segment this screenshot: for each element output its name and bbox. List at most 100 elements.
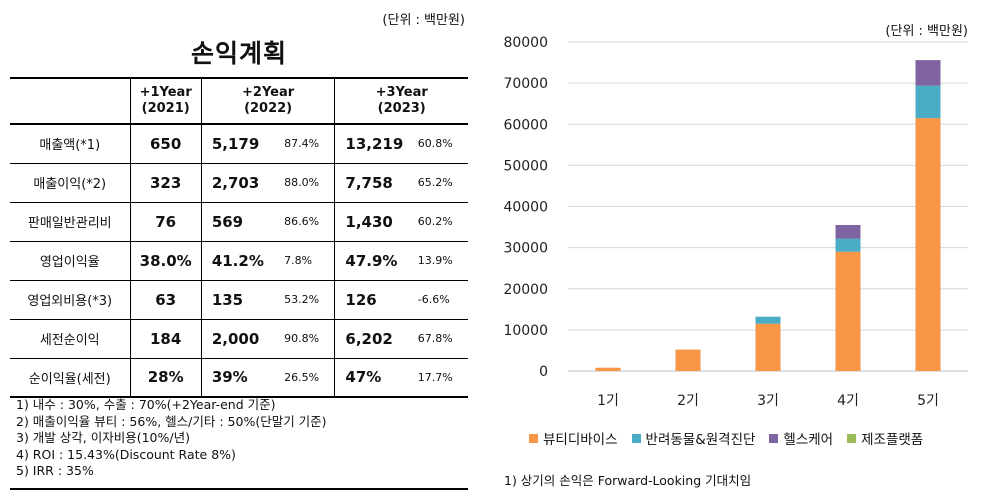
header-year1-label: +1Year — [139, 85, 192, 100]
header-year2-label: +2Year — [242, 85, 295, 100]
year3-growth: -6.6% — [417, 280, 468, 320]
year3-value: 47% — [334, 358, 418, 398]
year1-value: 76 — [130, 202, 202, 242]
legend-item: 제조플랫폼 — [847, 428, 923, 448]
y-tick-label: 60000 — [503, 117, 548, 133]
y-tick-label: 0 — [539, 364, 548, 380]
year2-value: 2,703 — [201, 163, 285, 203]
row-label: 매출액(*1) — [10, 124, 131, 164]
x-tick-label: 2기 — [677, 393, 699, 409]
row-label: 영업이익율 — [10, 241, 131, 281]
year3-value: 47.9% — [334, 241, 418, 281]
note-item: 5) IRR : 35% — [16, 463, 94, 478]
revenue-chart-panel: (단위 : 백만원) 0 10000 20000 30000 40000 50000 600… — [484, 0, 982, 499]
year3-value: 7,758 — [334, 163, 418, 203]
year2-value: 5,179 — [201, 124, 285, 164]
table-row: 판매일반관리비 76 569 86.6% 1,430 60.2% — [10, 202, 468, 242]
bar-segment — [915, 118, 941, 371]
year3-growth: 60.2% — [417, 202, 468, 242]
note-item: 3) 개발 상각, 이자비용(10%/년) — [16, 430, 190, 445]
year3-value: 13,219 — [334, 124, 418, 164]
y-tick-label: 80000 — [503, 35, 548, 51]
legend-label: 헬스케어 — [783, 432, 834, 448]
x-tick-label: 5기 — [917, 393, 939, 409]
chart-footnote: 1) 상기의 손익은 Forward-Looking 기대치임 — [504, 473, 752, 488]
bar-segment — [755, 316, 781, 324]
header-year1-sub: (2021) — [141, 101, 190, 116]
bar-segment — [595, 367, 621, 371]
table-header-row: +1Year (2021) +2Year (2022) +3Year (2023… — [10, 77, 468, 125]
bar-segment — [755, 323, 781, 371]
row-label: 판매일반관리비 — [10, 202, 131, 242]
year2-value: 135 — [201, 280, 285, 320]
y-tick-label: 20000 — [503, 282, 548, 298]
bar-segment — [915, 85, 941, 119]
table-row: 매출이익(*2) 323 2,703 88.0% 7,758 65.2% — [10, 163, 468, 203]
year2-value: 41.2% — [201, 241, 285, 281]
bar-segment — [835, 225, 861, 239]
header-year3: +3Year (2023) — [334, 77, 468, 125]
year2-growth: 90.8% — [284, 319, 336, 359]
legend-label: 뷰티디바이스 — [543, 432, 618, 448]
table-unit-label: (단위 : 백만원) — [382, 13, 465, 28]
row-label: 매출이익(*2) — [10, 163, 131, 203]
year2-growth: 87.4% — [284, 124, 336, 164]
year2-growth: 26.5% — [284, 358, 336, 398]
year3-growth: 67.8% — [417, 319, 468, 359]
table-row: 영업이익율 38.0% 41.2% 7.8% 47.9% 13.9% — [10, 241, 468, 281]
year3-value: 126 — [334, 280, 418, 320]
x-tick-label: 4기 — [837, 393, 859, 409]
year1-value: 323 — [130, 163, 202, 203]
year1-value: 650 — [130, 124, 202, 164]
x-tick-label: 1기 — [597, 393, 619, 409]
header-year1: +1Year (2021) — [129, 77, 202, 125]
year2-value: 2,000 — [201, 319, 285, 359]
y-tick-label: 50000 — [503, 158, 548, 174]
header-year2-sub: (2022) — [244, 101, 293, 116]
chart-legend: 뷰티디바이스 반려동물&원격진단 헬스케어 제조플랫폼 — [529, 428, 923, 448]
year2-growth: 88.0% — [284, 163, 336, 203]
year3-growth: 17.7% — [417, 358, 468, 398]
year2-growth: 53.2% — [284, 280, 336, 320]
year3-value: 6,202 — [334, 319, 418, 359]
table-row: 순이익율(세전) 28% 39% 26.5% 47% 17.7% — [10, 358, 468, 398]
y-tick-label: 10000 — [503, 323, 548, 339]
note-item: 2) 매출이익율 뷰티 : 56%, 헬스/기타 : 50%(단말기 기준) — [16, 413, 327, 429]
stacked-bar-chart: 0 10000 20000 30000 40000 50000 60000 70000 8000… — [503, 35, 968, 409]
year3-growth: 13.9% — [417, 241, 468, 281]
legend-swatch — [631, 433, 641, 443]
year2-growth: 7.8% — [284, 241, 336, 281]
y-tick-label: 70000 — [503, 76, 548, 92]
year1-value: 28% — [130, 358, 202, 398]
year1-value: 63 — [130, 280, 202, 320]
profit-loss-plan-panel: (단위 : 백만원) 손익계획 +1Year (2021) +2Year (20… — [0, 0, 480, 499]
header-year3-sub: (2023) — [377, 101, 426, 116]
year3-growth: 60.8% — [417, 124, 468, 164]
row-label: 영업외비용(*3) — [10, 280, 131, 320]
y-tick-label: 40000 — [503, 200, 548, 216]
legend-item: 헬스케어 — [769, 428, 833, 448]
legend-item: 반려동물&원격진단 — [631, 428, 756, 448]
legend-swatch — [769, 433, 779, 443]
year3-growth: 65.2% — [417, 163, 468, 203]
bar-segment — [835, 238, 861, 252]
legend-item: 뷰티디바이스 — [529, 428, 618, 448]
x-tick-label: 3기 — [757, 393, 779, 409]
legend-label: 반려동물&원격진단 — [645, 432, 756, 448]
profit-loss-table: +1Year (2021) +2Year (2022) +3Year (2023… — [10, 77, 468, 398]
note-item: 4) ROI : 15.43%(Discount Rate 8%) — [16, 446, 236, 462]
year2-growth: 86.6% — [284, 202, 336, 242]
legend-swatch — [847, 433, 857, 443]
row-label: 순이익율(세전) — [10, 358, 131, 398]
table-row: 매출액(*1) 650 5,179 87.4% 13,219 60.8% — [10, 124, 468, 164]
header-empty-cell — [10, 77, 131, 125]
year3-value: 1,430 — [334, 202, 418, 242]
bar-segment — [835, 251, 861, 371]
bar-segment — [915, 60, 941, 86]
table-notes: 1) 내수 : 30%, 수출 : 70%(+2Year-end 기준) 2) … — [10, 397, 468, 490]
year2-value: 569 — [201, 202, 285, 242]
bar-segment — [675, 349, 701, 371]
table-row: 세전순이익 184 2,000 90.8% 6,202 67.8% — [10, 319, 468, 359]
note-item: 1) 내수 : 30%, 수출 : 70%(+2Year-end 기준) — [16, 397, 276, 412]
table-row: 영업외비용(*3) 63 135 53.2% 126 -6.6% — [10, 280, 468, 320]
